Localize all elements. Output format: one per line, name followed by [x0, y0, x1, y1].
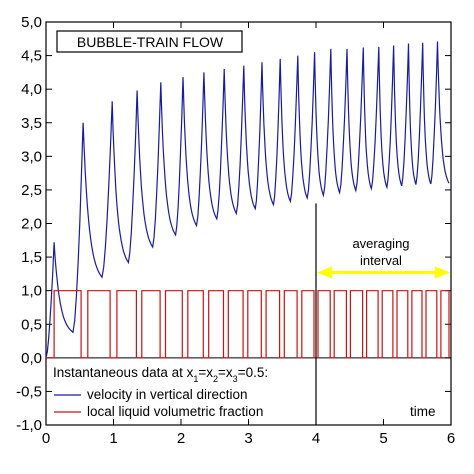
- y-tick-label: 3,0: [21, 148, 42, 165]
- x-tick-label: 2: [177, 430, 185, 447]
- legend-label-fraction: local liquid volumetric fraction: [87, 404, 263, 419]
- x-tick-label: 1: [109, 430, 117, 447]
- y-tick-label: 0,5: [21, 316, 42, 333]
- chart-title: BUBBLE-TRAIN FLOW: [77, 34, 224, 50]
- series-velocity-line: [45, 41, 450, 358]
- y-tick-label: 1,0: [21, 283, 42, 300]
- legend-label-velocity: velocity in vertical direction: [87, 387, 248, 402]
- y-axis-ticks: -1,0 -0,5 0,0 0,5 1,0 1,5 2,0 2,5 3,0 3,5 4,0 4,5 5,…: [16, 14, 451, 434]
- x-axis-ticks: 0 1 2 3 4 5 6: [42, 22, 455, 447]
- averaging-label-line2: interval: [360, 253, 402, 268]
- annotations: [315, 203, 450, 425]
- title-box: [56, 30, 243, 53]
- y-tick-label: -1,0: [16, 417, 42, 434]
- x-tick-label: 0: [42, 430, 50, 447]
- y-tick-label: -0,5: [16, 383, 42, 400]
- y-tick-label: 4,0: [21, 81, 42, 98]
- averaging-label-line1: averaging: [352, 236, 409, 251]
- y-tick-label: 3,5: [21, 115, 42, 132]
- y-tick-label: 2,5: [21, 182, 42, 199]
- legend-heading: Instantaneous data at x1=x2=x3=0.5:: [53, 365, 268, 384]
- y-tick-label: 1,5: [21, 249, 42, 266]
- series-layer: [45, 41, 450, 359]
- x-tick-label: 4: [312, 430, 320, 447]
- averaging-arrow-head-left: [317, 266, 332, 279]
- y-tick-label: 2,0: [21, 216, 42, 233]
- averaging-arrow-head-right: [435, 266, 450, 279]
- y-tick-label: 0,0: [21, 350, 42, 367]
- x-tick-label: 6: [447, 430, 455, 447]
- series-fraction-line: [45, 290, 450, 359]
- y-tick-label: 5,0: [21, 14, 42, 31]
- x-tick-label: 3: [244, 430, 252, 447]
- y-tick-label: 4,5: [21, 48, 42, 65]
- x-tick-label: 5: [379, 430, 387, 447]
- x-axis-label: time: [410, 404, 436, 419]
